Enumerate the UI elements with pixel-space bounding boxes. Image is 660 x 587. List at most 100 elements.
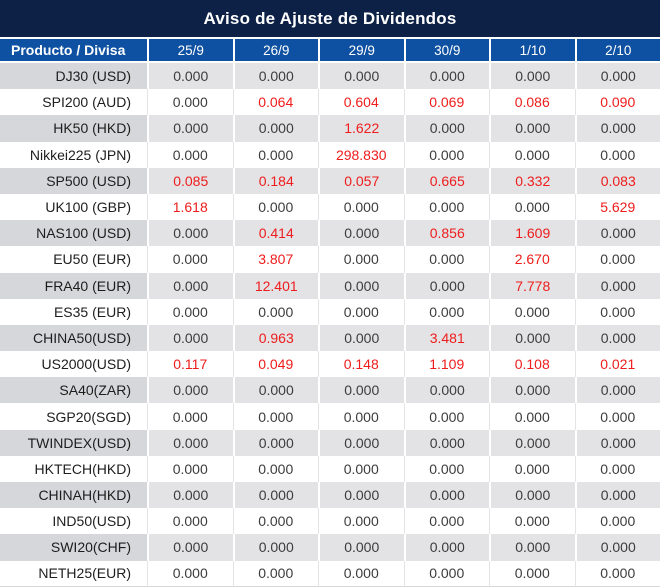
value-cell: 0.000 (318, 429, 404, 456)
value-cell: 0.000 (403, 272, 489, 299)
value-cell: 0.000 (574, 324, 660, 352)
value-cell: 0.000 (403, 63, 489, 90)
value-cell: 0.083 (574, 167, 660, 194)
column-header-date: 30/9 (403, 37, 489, 63)
product-cell: ES35 (EUR) (0, 298, 147, 325)
value-cell: 0.049 (232, 351, 318, 378)
column-header-date: 25/9 (147, 37, 233, 63)
product-cell: NETH25(EUR) (0, 560, 147, 587)
value-cell: 0.000 (232, 298, 318, 325)
value-cell: 0.000 (232, 508, 318, 535)
value-cell: 298.830 (318, 141, 404, 168)
value-cell: 0.000 (574, 508, 660, 535)
value-cell: 0.000 (574, 63, 660, 90)
value-cell: 0.000 (489, 560, 575, 587)
product-cell: IND50(USD) (0, 508, 147, 535)
table-row: US2000(USD) 0.117 0.049 0.148 1.109 0.108 0.02… (0, 351, 660, 378)
value-cell: 0.000 (318, 377, 404, 404)
value-cell: 0.000 (318, 560, 404, 587)
value-cell: 0.000 (403, 482, 489, 509)
value-cell: 0.000 (574, 377, 660, 404)
value-cell: 0.000 (403, 403, 489, 430)
value-cell: 0.000 (489, 534, 575, 561)
value-cell: 5.629 (574, 193, 660, 221)
value-cell: 0.000 (318, 193, 404, 221)
table-row: NAS100 (USD) 0.000 0.414 0.000 0.856 1.609 0.0… (0, 220, 660, 247)
product-cell: US2000(USD) (0, 351, 147, 378)
table-row: HKTECH(HKD) 0.000 0.000 0.000 0.000 0.000 0.00… (0, 455, 660, 482)
value-cell: 0.000 (403, 429, 489, 456)
value-cell: 0.000 (147, 455, 233, 482)
product-cell: EU50 (EUR) (0, 246, 147, 273)
value-cell: 0.000 (147, 63, 233, 90)
value-cell: 0.000 (403, 298, 489, 325)
value-cell: 0.000 (318, 508, 404, 535)
value-cell: 0.604 (318, 89, 404, 116)
value-cell: 0.000 (574, 141, 660, 168)
value-cell: 0.090 (574, 89, 660, 116)
value-cell: 0.000 (574, 220, 660, 247)
value-cell: 0.000 (318, 246, 404, 273)
table-row: Nikkei225 (JPN) 0.000 0.000 298.830 0.000 0.0… (0, 141, 660, 168)
value-cell: 1.622 (318, 115, 404, 142)
product-cell: DJ30 (USD) (0, 63, 147, 90)
product-cell: SGP20(SGD) (0, 403, 147, 430)
value-cell: 0.000 (403, 193, 489, 221)
product-cell: NAS100 (USD) (0, 220, 147, 247)
value-cell: 0.000 (489, 141, 575, 168)
value-cell: 0.000 (147, 298, 233, 325)
value-cell: 0.000 (318, 298, 404, 325)
product-cell: CHINAH(HKD) (0, 482, 147, 509)
value-cell: 0.000 (147, 482, 233, 509)
value-cell: 0.963 (232, 324, 318, 352)
value-cell: 0.184 (232, 167, 318, 194)
value-cell: 0.000 (574, 560, 660, 587)
value-cell: 1.609 (489, 220, 575, 247)
table-row: TWINDEX(USD) 0.000 0.000 0.000 0.000 0.000 0.0… (0, 429, 660, 456)
value-cell: 0.000 (232, 403, 318, 430)
value-cell: 0.000 (403, 508, 489, 535)
value-cell: 0.000 (489, 298, 575, 325)
value-cell: 0.000 (403, 141, 489, 168)
product-cell: FRA40 (EUR) (0, 272, 147, 299)
value-cell: 0.000 (489, 455, 575, 482)
value-cell: 0.000 (574, 534, 660, 561)
column-header-date: 1/10 (489, 37, 575, 63)
table-row: CHINA50(USD) 0.000 0.963 0.000 3.481 0.000 0.0… (0, 324, 660, 352)
value-cell: 0.000 (232, 429, 318, 456)
value-cell: 0.000 (574, 482, 660, 509)
value-cell: 0.000 (318, 482, 404, 509)
product-cell: TWINDEX(USD) (0, 429, 147, 456)
value-cell: 0.000 (232, 141, 318, 168)
value-cell: 0.057 (318, 167, 404, 194)
value-cell: 0.000 (232, 534, 318, 561)
value-cell: 0.069 (403, 89, 489, 116)
value-cell: 0.000 (232, 193, 318, 221)
value-cell: 0.000 (232, 115, 318, 142)
value-cell: 0.000 (318, 324, 404, 352)
value-cell: 7.778 (489, 272, 575, 299)
value-cell: 0.000 (574, 272, 660, 299)
product-cell: SPI200 (AUD) (0, 89, 147, 116)
value-cell: 2.670 (489, 246, 575, 273)
column-header-date: 29/9 (318, 37, 404, 63)
page-title: Aviso de Ajuste de Dividendos (203, 8, 457, 28)
value-cell: 0.000 (147, 429, 233, 456)
table-row: DJ30 (USD) 0.000 0.000 0.000 0.000 0.000 0.000 (0, 63, 660, 90)
value-cell: 1.618 (147, 193, 233, 221)
value-cell: 0.000 (147, 377, 233, 404)
value-cell: 0.000 (232, 63, 318, 90)
value-cell: 0.000 (489, 508, 575, 535)
value-cell: 0.000 (574, 455, 660, 482)
value-cell: 0.000 (147, 246, 233, 273)
table-row: NETH25(EUR) 0.000 0.000 0.000 0.000 0.000 0.00… (0, 560, 660, 587)
value-cell: 0.000 (318, 534, 404, 561)
value-cell: 0.000 (147, 534, 233, 561)
value-cell: 0.108 (489, 351, 575, 378)
value-cell: 0.000 (489, 115, 575, 142)
value-cell: 0.000 (232, 482, 318, 509)
value-cell: 0.000 (147, 560, 233, 587)
table-row: FRA40 (EUR) 0.000 12.401 0.000 0.000 7.778 0.0… (0, 272, 660, 299)
value-cell: 0.000 (147, 141, 233, 168)
table-row: ES35 (EUR) 0.000 0.000 0.000 0.000 0.000 0.000 (0, 298, 660, 325)
